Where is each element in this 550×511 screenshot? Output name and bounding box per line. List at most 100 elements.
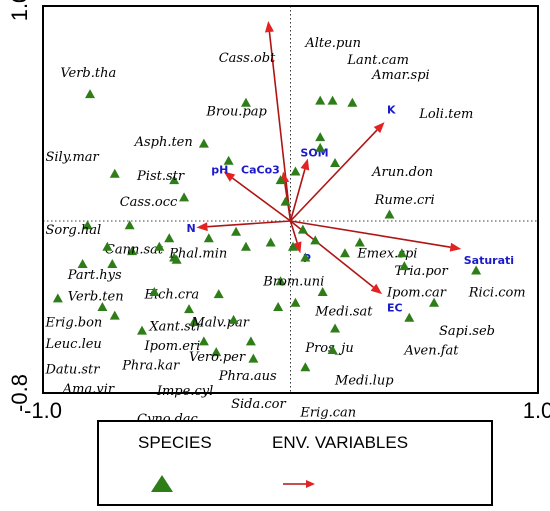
species-label-tria-por: Tria.por xyxy=(394,264,448,279)
species-point xyxy=(265,237,276,247)
x-tick-label: 1.0 xyxy=(523,398,550,423)
species-label-phal-min: Phal.min xyxy=(168,247,227,262)
species-point-medi-lup xyxy=(327,345,338,354)
species-label-cass-occ: Cass.occ xyxy=(120,195,178,210)
species-label-pros-ju: Pros_ju xyxy=(304,341,353,356)
species-label-phra-kar: Phra.kar xyxy=(121,358,180,373)
species-label-asph-ten: Asph.ten xyxy=(134,135,193,150)
species-point-loli-tem xyxy=(315,142,326,152)
species-point-emex-spi xyxy=(354,237,365,247)
species-point xyxy=(339,248,350,258)
species-label-cann-sat: Cann.sat xyxy=(105,242,164,257)
env-arrowhead-moisture xyxy=(264,21,274,33)
species-point xyxy=(315,132,326,142)
species-label-amar-spi: Amar.spi xyxy=(371,68,430,83)
species-label-brou-pap: Brou.pap xyxy=(205,105,267,120)
species-label-aven-fat: Aven.fat xyxy=(403,343,459,358)
species-label-part-hys: Part.hys xyxy=(67,268,122,283)
species-point-aven-fat xyxy=(404,312,415,322)
env-vector-ph xyxy=(232,177,291,222)
species-point xyxy=(154,241,165,251)
env-vector-som xyxy=(289,169,306,222)
species-point-lant-cam xyxy=(327,95,338,105)
species-point-leuc-leu xyxy=(97,302,108,311)
species-label-loli-tem: Loli.tem xyxy=(418,107,473,122)
species-point-phra-aus xyxy=(245,336,256,346)
species-point-cass-occ xyxy=(179,192,190,202)
species-point xyxy=(171,254,182,264)
species-point xyxy=(231,226,242,236)
species-point-rici-com xyxy=(471,265,482,275)
env-label-k: K xyxy=(387,104,396,117)
species-label-arun-don: Arun.don xyxy=(371,165,433,180)
species-label-sily-mar: Sily.mar xyxy=(45,150,99,165)
species-point-alte-pun xyxy=(315,95,326,105)
species-point-phra-kar xyxy=(188,317,199,327)
species-point-sida-cor xyxy=(248,353,259,363)
species-label-phra-aus: Phra.aus xyxy=(218,369,277,384)
species-point-verb-ten xyxy=(107,259,118,268)
species-label-emex-spi: Emex.spi xyxy=(356,247,417,262)
species-points: Verb.tha Sily.mar Sorg.hal Part.hys Verb.ten… xyxy=(44,36,525,427)
species-point-ama-vir xyxy=(137,325,147,335)
species-label-alte-pun: Alte.pun xyxy=(304,36,361,51)
species-point xyxy=(102,241,113,251)
species-point-vero-per xyxy=(228,314,239,324)
env-vector-p xyxy=(289,220,298,243)
species-point-tria-por xyxy=(396,248,407,258)
env-label-ec: EC xyxy=(387,301,403,314)
species-point xyxy=(300,252,311,262)
x-tick-label: -1.0 xyxy=(24,398,62,423)
species-point xyxy=(297,224,308,234)
axis-ticks: -1.0 1.0 1.0 -0.8 xyxy=(7,0,550,423)
species-point-cass-obt xyxy=(240,97,251,107)
species-point-sapi-seb xyxy=(429,297,440,307)
species-label-erig-bon: Erig.bon xyxy=(44,315,102,330)
env-label-som: SOM xyxy=(300,147,328,160)
species-point-verb-tha xyxy=(85,89,96,99)
species-label-leuc-leu: Leuc.leu xyxy=(44,337,101,352)
species-point-pros-ju xyxy=(330,323,341,333)
y-tick-label: 1.0 xyxy=(7,0,32,21)
species-point xyxy=(280,196,291,206)
legend-species-triangle-icon xyxy=(151,475,173,492)
species-point-ipom-eri xyxy=(184,304,195,314)
species-point-rume-cri xyxy=(384,209,395,219)
species-label-rume-cri: Rume.cri xyxy=(374,193,435,208)
species-point-datu-str xyxy=(109,310,120,320)
species-point xyxy=(290,297,301,307)
species-point xyxy=(164,233,175,243)
species-label-pist-str: Pist.str xyxy=(136,169,185,184)
species-point-part-hys xyxy=(77,259,88,268)
species-point xyxy=(310,235,321,245)
species-point-brou-pap xyxy=(223,155,234,165)
species-point-ipom-car xyxy=(399,261,410,271)
env-arrowhead-saturati xyxy=(449,242,462,252)
legend-env-arrowhead-icon xyxy=(306,480,315,488)
species-label-verb-ten: Verb.ten xyxy=(68,290,124,305)
species-point-brom-uni xyxy=(275,276,286,286)
species-label-sida-cor: Sida.cor xyxy=(231,397,286,412)
species-label-lant-cam: Lant.cam xyxy=(346,53,408,68)
species-label-sorg-hal: Sorg.hal xyxy=(45,223,101,238)
species-label-rici-com: Rici.com xyxy=(468,285,526,300)
env-arrowhead-n xyxy=(196,222,208,232)
species-point-phal-min xyxy=(203,233,214,243)
env-arrowhead-som xyxy=(300,158,310,171)
env-arrowhead-ec xyxy=(370,283,383,295)
species-label-malv-par: Malv.par xyxy=(191,315,250,330)
env-label-ph: pH xyxy=(211,164,228,177)
env-vector-moisture xyxy=(268,31,292,222)
species-label-datu-str: Datu.str xyxy=(44,363,100,378)
species-point-sorg-hal xyxy=(82,220,93,230)
species-label-medi-lup: Medi.lup xyxy=(334,373,394,388)
species-label-vero-per: Vero.per xyxy=(189,350,246,365)
env-arrowhead-ph xyxy=(223,171,236,182)
species-point xyxy=(124,220,135,230)
species-label-brom-uni: Brom.uni xyxy=(262,275,324,290)
species-point-erig-bon xyxy=(52,293,63,303)
species-label-ipom-car: Ipom.car xyxy=(386,285,447,300)
species-label-xant-str: Xant.str xyxy=(148,320,203,335)
species-label-impe-cyl: Impe.cyl xyxy=(156,384,213,399)
